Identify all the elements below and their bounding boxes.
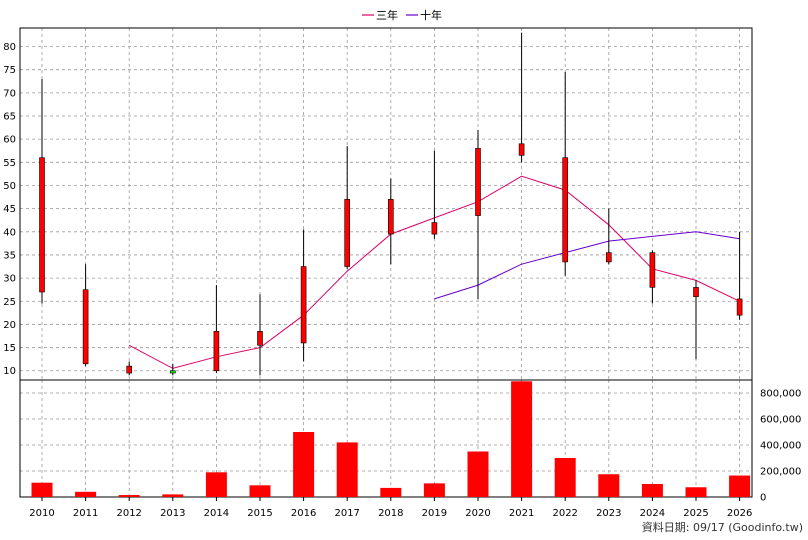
volume-tick-label: 0 — [760, 493, 766, 504]
candle-body — [213, 331, 220, 372]
candle-body — [693, 287, 699, 297]
price-tick-label: 15 — [3, 343, 16, 354]
candle-body — [431, 222, 438, 235]
candle-body — [82, 289, 89, 365]
x-tick-label: 2010 — [29, 508, 54, 519]
price-tick-label: 10 — [3, 366, 16, 377]
volume-frame — [19, 379, 753, 498]
candle-body — [518, 143, 525, 156]
candle-body — [475, 148, 481, 216]
x-tick-label: 2017 — [334, 508, 359, 519]
x-tick-label: 2022 — [552, 508, 577, 519]
x-tick-label: 2011 — [73, 508, 98, 519]
candle-body — [126, 365, 132, 374]
price-frame — [19, 27, 753, 381]
x-tick-label: 2019 — [422, 508, 447, 519]
volume-bar — [729, 475, 751, 497]
volume-bar — [31, 482, 53, 497]
price-tick-label: 70 — [3, 88, 16, 99]
volume-bar — [293, 432, 315, 497]
price-tick-label: 25 — [3, 297, 16, 308]
price-tick-label: 80 — [3, 42, 16, 53]
x-tick-label: 2014 — [204, 508, 229, 519]
legend: 三年 十年 — [362, 8, 442, 22]
volume-tick-label: 800,000 — [760, 389, 801, 400]
candle-body — [736, 298, 743, 316]
volume-bar — [511, 381, 533, 497]
candle-body — [649, 252, 656, 288]
volume-bar — [685, 487, 707, 497]
volume-bar — [205, 472, 227, 497]
volume-bar — [380, 487, 402, 497]
x-tick-label: 2012 — [116, 508, 141, 519]
volume-bar — [118, 495, 140, 497]
candle-body — [605, 252, 612, 263]
volume-bar — [467, 451, 489, 497]
price-tick-label: 20 — [3, 320, 16, 331]
price-tick-label: 75 — [3, 65, 16, 76]
x-tick-label: 2016 — [291, 508, 316, 519]
price-tick-label: 55 — [3, 158, 16, 169]
x-tick-label: 2023 — [596, 508, 621, 519]
price-tick-label: 40 — [3, 227, 16, 238]
x-tick-label: 2018 — [378, 508, 403, 519]
volume-tick-label: 200,000 — [760, 467, 801, 478]
x-tick-label: 2021 — [509, 508, 534, 519]
price-tick-label: 65 — [3, 112, 16, 123]
candle-body — [257, 331, 263, 346]
x-tick-label: 2026 — [727, 508, 752, 519]
volume-bar — [336, 442, 358, 497]
x-tick-label: 2024 — [640, 508, 665, 519]
candle-body — [300, 266, 307, 344]
x-tick-label: 2015 — [247, 508, 272, 519]
footer-source: 資料日期: 09/17 (Goodinfo.tw) — [642, 520, 803, 534]
ten-year-line — [434, 231, 740, 300]
candle-body — [562, 157, 569, 263]
volume-tick-label: 400,000 — [760, 441, 801, 452]
volume-tick-label: 600,000 — [760, 415, 801, 426]
candle-body — [387, 199, 394, 235]
x-tick-label: 2020 — [465, 508, 490, 519]
volume-bar — [162, 494, 184, 497]
volume-plot: 0 200,000 400,000 600,000 800,000 — [19, 379, 801, 504]
volume-bar — [598, 474, 620, 497]
volume-bar — [423, 483, 445, 497]
legend-label-three-year: 三年 — [376, 8, 398, 22]
candle-body — [170, 370, 176, 374]
candle-body — [39, 157, 45, 293]
volume-bar — [641, 484, 663, 497]
price-plot: 10 15 20 25 30 35 40 45 50 55 60 65 70 75 80 — [3, 27, 753, 381]
x-tick-label: 2025 — [683, 508, 708, 519]
volume-bar — [75, 491, 97, 497]
volume-bar — [249, 485, 271, 497]
candle-body — [344, 199, 351, 267]
price-tick-label: 35 — [3, 250, 16, 261]
price-tick-label: 30 — [3, 274, 16, 285]
legend-label-ten-year: 十年 — [420, 8, 442, 22]
price-tick-label: 45 — [3, 204, 16, 215]
x-axis: 2010 2011 2012 2013 2014 2015 2016 2017 2018 2019… — [29, 497, 752, 519]
x-tick-label: 2013 — [160, 508, 185, 519]
volume-bar — [554, 458, 576, 497]
price-tick-label: 60 — [3, 135, 16, 146]
price-tick-label: 50 — [3, 181, 16, 192]
